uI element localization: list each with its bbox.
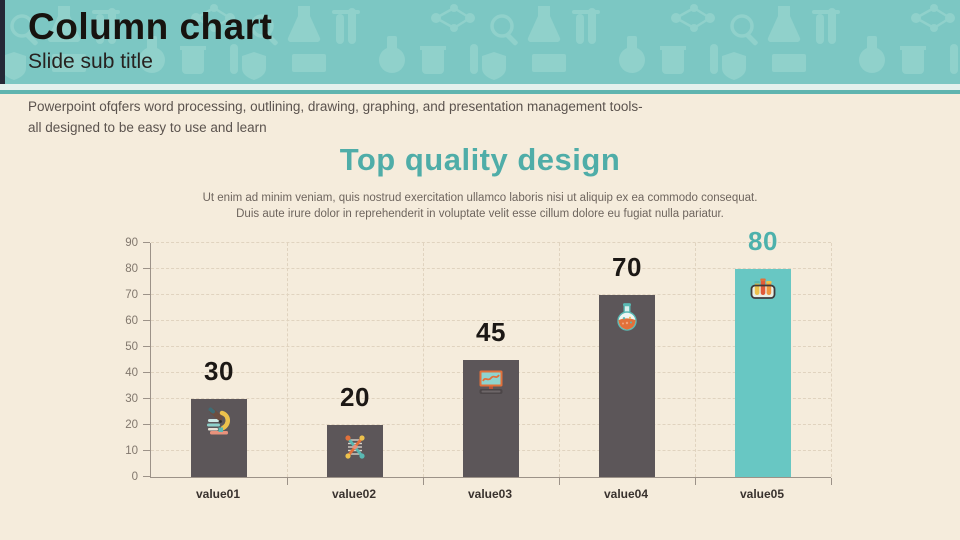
y-axis-label: 70	[125, 289, 138, 301]
y-axis-tick	[143, 476, 150, 477]
gridline-v	[559, 243, 560, 477]
x-axis-tick	[287, 478, 288, 485]
x-axis-tick	[423, 478, 424, 485]
slide-title: Column chart	[28, 6, 273, 47]
gridline-h	[151, 294, 831, 295]
slide-description: Powerpoint ofqfers word processing, outl…	[28, 96, 643, 138]
description-line-1: Powerpoint ofqfers word processing, outl…	[28, 99, 643, 114]
bar-value02	[327, 425, 383, 477]
chart-title: Top quality design	[339, 142, 621, 177]
gridline-v	[695, 243, 696, 477]
flask-icon	[617, 303, 637, 331]
category-label: value05	[739, 487, 785, 501]
dna-icon	[345, 435, 365, 459]
gridline-v	[831, 243, 832, 477]
y-axis: 0 10 20 30 40 50 60 70 80 90	[104, 237, 144, 483]
category-label: value04	[603, 487, 649, 501]
bar-value-label: 30	[204, 356, 234, 386]
y-axis-label: 20	[125, 419, 138, 431]
description-line-2: all designed to be easy to use and learn	[28, 120, 267, 135]
x-axis-tick	[831, 478, 832, 485]
chart-subtitle-line-2: Duis aute irure dolor in reprehenderit i…	[236, 208, 724, 220]
bar-value04	[599, 295, 655, 477]
gridline-v	[423, 243, 424, 477]
gridline-h	[151, 346, 831, 347]
y-axis-tick	[143, 320, 150, 321]
column-chart-plot: 30 20 45 70	[143, 226, 832, 485]
category-label: value02	[331, 487, 377, 501]
category-label: value01	[195, 487, 241, 501]
bar-value-label: 80	[748, 226, 778, 256]
header-side-strip	[0, 0, 5, 84]
y-axis-tick	[143, 398, 150, 399]
gridline-v	[287, 243, 288, 477]
y-axis-tick	[143, 268, 150, 269]
y-axis-tick	[143, 242, 150, 243]
x-axis-labels: value01 value02 value03 value04 value05	[150, 487, 830, 501]
header-banner: Column chart Slide sub title	[0, 0, 960, 84]
bar-value05	[735, 269, 791, 477]
bar-value-label: 70	[612, 252, 642, 282]
category-label: value03	[467, 487, 513, 501]
bar-value-label: 45	[476, 317, 506, 347]
y-axis-tick	[143, 372, 150, 373]
x-axis-tick	[695, 478, 696, 485]
y-axis-label: 60	[125, 315, 138, 327]
y-axis-tick	[143, 450, 150, 451]
gridline-h	[151, 320, 831, 321]
y-axis-label: 0	[131, 471, 138, 483]
y-axis-label: 30	[125, 393, 138, 405]
y-axis-label: 50	[125, 341, 138, 353]
gridline-h	[151, 268, 831, 269]
y-axis-label: 80	[125, 263, 138, 275]
y-axis-label: 10	[125, 445, 138, 457]
slide-subtitle: Slide sub title	[28, 50, 153, 73]
header-divider-teal	[0, 90, 960, 94]
bar-value-label: 20	[340, 382, 370, 412]
y-axis-label: 90	[125, 237, 138, 249]
microscope-icon	[207, 407, 230, 435]
y-axis-label: 40	[125, 367, 138, 379]
gridline-h	[151, 242, 831, 243]
test-tubes-icon	[750, 278, 776, 299]
chart-subtitle-line-1: Ut enim ad minim veniam, quis nostrud ex…	[202, 192, 758, 204]
y-axis-tick	[143, 294, 150, 295]
y-axis-tick	[143, 346, 150, 347]
monitor-icon	[479, 370, 503, 394]
chart-subtitle: Ut enim ad minim veniam, quis nostrud ex…	[0, 190, 960, 222]
header-divider-light	[0, 84, 960, 90]
y-axis-tick	[143, 424, 150, 425]
bar-value01	[191, 399, 247, 477]
bar-value03	[463, 360, 519, 477]
x-axis-tick	[559, 478, 560, 485]
